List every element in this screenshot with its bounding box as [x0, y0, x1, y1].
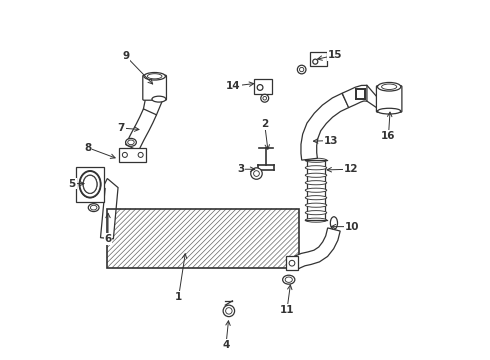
FancyBboxPatch shape	[310, 52, 327, 66]
Ellipse shape	[83, 175, 97, 194]
Ellipse shape	[377, 82, 401, 91]
Bar	[107, 209, 299, 268]
Text: 2: 2	[261, 120, 269, 129]
FancyBboxPatch shape	[119, 148, 147, 162]
Ellipse shape	[152, 96, 166, 102]
Circle shape	[257, 85, 263, 90]
Text: 10: 10	[344, 222, 359, 231]
Ellipse shape	[305, 173, 327, 177]
PathPatch shape	[125, 109, 156, 151]
Ellipse shape	[83, 175, 97, 193]
Ellipse shape	[79, 171, 101, 198]
Bar	[107, 209, 299, 268]
Ellipse shape	[144, 72, 166, 80]
Ellipse shape	[377, 108, 401, 114]
Ellipse shape	[91, 205, 97, 210]
Ellipse shape	[88, 204, 99, 212]
Circle shape	[261, 94, 269, 102]
Ellipse shape	[80, 171, 100, 197]
Text: 8: 8	[84, 143, 92, 153]
Text: 12: 12	[343, 164, 358, 174]
Ellipse shape	[285, 277, 293, 282]
FancyBboxPatch shape	[254, 79, 271, 94]
PathPatch shape	[342, 85, 367, 108]
Ellipse shape	[305, 158, 327, 162]
PathPatch shape	[301, 93, 349, 160]
Ellipse shape	[382, 84, 397, 90]
Ellipse shape	[223, 305, 235, 317]
Text: 7: 7	[118, 123, 125, 133]
Ellipse shape	[305, 181, 327, 185]
PathPatch shape	[293, 228, 340, 269]
Text: 11: 11	[280, 305, 294, 315]
Text: 6: 6	[104, 234, 112, 244]
Text: 15: 15	[328, 50, 343, 60]
Circle shape	[254, 171, 259, 176]
Text: 1: 1	[175, 292, 182, 302]
Circle shape	[313, 59, 318, 64]
Circle shape	[122, 152, 127, 157]
Ellipse shape	[305, 218, 327, 222]
Text: 3: 3	[237, 164, 245, 174]
FancyBboxPatch shape	[143, 75, 167, 100]
Ellipse shape	[305, 195, 327, 200]
Circle shape	[297, 65, 306, 74]
FancyBboxPatch shape	[76, 167, 104, 202]
Ellipse shape	[128, 140, 134, 145]
PathPatch shape	[100, 179, 118, 239]
Text: 5: 5	[69, 179, 76, 189]
Circle shape	[263, 96, 267, 100]
Circle shape	[299, 67, 304, 72]
Text: 16: 16	[381, 131, 396, 141]
Text: 9: 9	[122, 51, 129, 61]
Text: 14: 14	[226, 81, 241, 91]
Circle shape	[251, 168, 262, 179]
Ellipse shape	[305, 211, 327, 215]
Ellipse shape	[125, 138, 136, 146]
Ellipse shape	[305, 203, 327, 207]
Ellipse shape	[147, 74, 162, 79]
Ellipse shape	[330, 217, 338, 229]
Ellipse shape	[305, 166, 327, 170]
Ellipse shape	[283, 275, 295, 284]
Ellipse shape	[305, 188, 327, 192]
Circle shape	[138, 152, 143, 157]
FancyBboxPatch shape	[376, 86, 402, 112]
Text: 13: 13	[324, 136, 338, 145]
Text: 4: 4	[222, 340, 230, 350]
Ellipse shape	[225, 308, 232, 314]
Circle shape	[289, 260, 295, 266]
FancyBboxPatch shape	[286, 256, 298, 270]
